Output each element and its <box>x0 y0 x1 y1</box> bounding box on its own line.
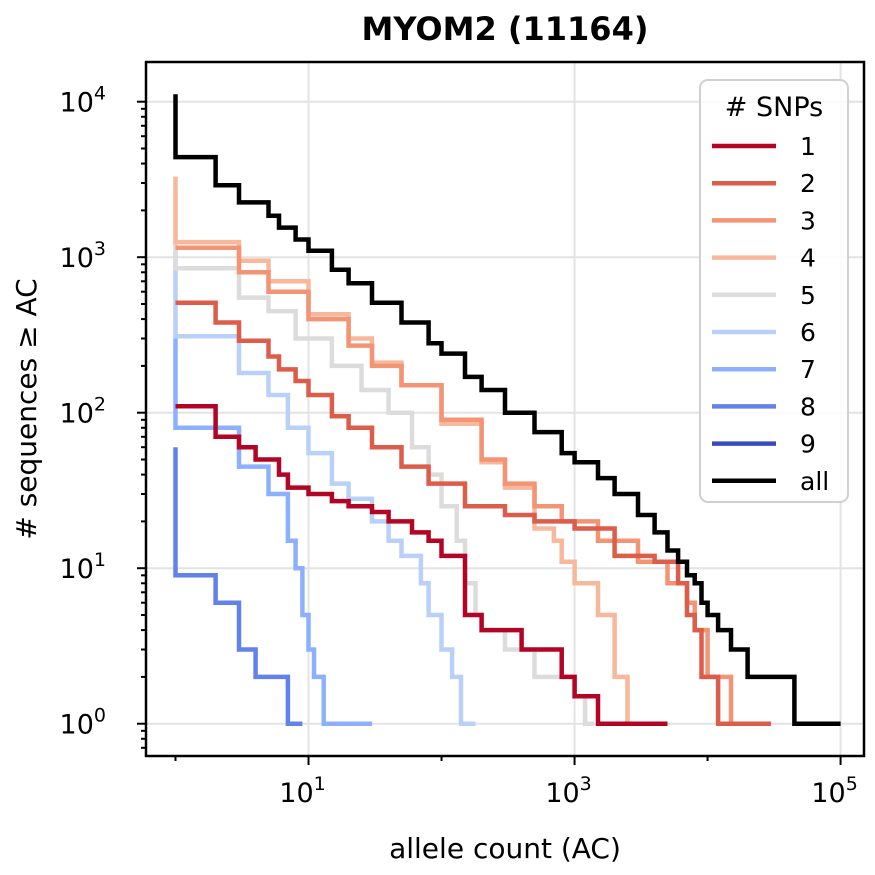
series-all-line <box>173 94 841 726</box>
y-tick-label: 101 <box>60 549 106 585</box>
legend-label-6: 6 <box>800 318 816 347</box>
series-lines <box>173 94 841 726</box>
legend-label-5: 5 <box>800 281 816 310</box>
legend-label-4: 4 <box>800 244 816 273</box>
legend-label-9: 9 <box>800 430 816 459</box>
legend-label-2: 2 <box>800 169 816 198</box>
y-tick-label: 102 <box>60 394 106 430</box>
y-tick-label: 100 <box>60 705 106 741</box>
series-8-line <box>173 447 303 726</box>
legend-box <box>699 79 849 503</box>
legend-label-3: 3 <box>800 206 816 235</box>
plot-frame <box>144 60 866 758</box>
series-2-line <box>175 300 771 726</box>
y-tick-label: 104 <box>60 83 106 119</box>
x-axis-label: allele count (AC) <box>389 832 621 865</box>
legend-label-7: 7 <box>800 355 816 384</box>
y-tick-label: 103 <box>60 238 106 274</box>
x-tick-label: 103 <box>545 773 591 809</box>
x-tick-label: 105 <box>811 773 857 809</box>
series-1-line <box>175 404 668 726</box>
y-axis-label: # sequences ≥ AC <box>10 278 43 539</box>
x-tick-label: 101 <box>279 773 325 809</box>
legend-title: # SNPs <box>725 92 823 123</box>
series-7-line <box>173 338 372 726</box>
legend: # SNPs 1 2 3 4 5 6 7 8 9 all <box>699 79 849 503</box>
series-5-line <box>173 192 594 726</box>
tick-labels: 101 103 105 100 101 102 103 104 <box>60 83 858 809</box>
axis-ticks <box>137 100 842 765</box>
chart-title: MYOM2 (11164) <box>362 10 649 48</box>
series-4-line <box>173 176 655 726</box>
legend-label-1: 1 <box>800 132 816 161</box>
legend-label-all: all <box>800 467 829 496</box>
series-6-line <box>173 250 476 726</box>
legend-label-8: 8 <box>800 392 816 421</box>
